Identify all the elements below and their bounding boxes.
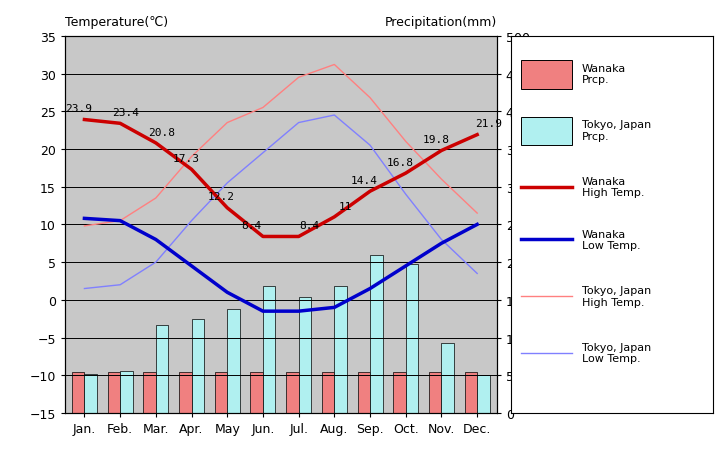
Bar: [251, 372, 263, 413]
Text: 21.9: 21.9: [474, 119, 502, 129]
Text: Tokyo, Japan
Prcp.: Tokyo, Japan Prcp.: [582, 120, 651, 141]
Text: Wanaka
Low Temp.: Wanaka Low Temp.: [582, 229, 640, 251]
Text: Temperature(℃): Temperature(℃): [65, 16, 168, 29]
Bar: [370, 255, 382, 413]
Bar: [322, 372, 334, 413]
Bar: [358, 372, 370, 413]
Bar: [192, 319, 204, 413]
Text: 17.3: 17.3: [173, 154, 199, 164]
Text: 23.9: 23.9: [66, 104, 92, 114]
Bar: [477, 375, 490, 413]
Bar: [215, 372, 228, 413]
Bar: [143, 372, 156, 413]
Text: Tokyo, Japan
High Temp.: Tokyo, Japan High Temp.: [582, 285, 651, 307]
Text: 12.2: 12.2: [208, 192, 235, 202]
Text: Tokyo, Japan
Low Temp.: Tokyo, Japan Low Temp.: [582, 342, 651, 364]
Bar: [393, 372, 406, 413]
Text: Wanaka
High Temp.: Wanaka High Temp.: [582, 177, 644, 198]
Text: 23.4: 23.4: [112, 108, 139, 118]
Text: Wanaka
Prcp.: Wanaka Prcp.: [582, 64, 626, 85]
Bar: [228, 309, 240, 413]
Bar: [84, 374, 97, 413]
Bar: [299, 297, 311, 413]
Bar: [156, 325, 168, 413]
Bar: [334, 286, 347, 413]
Bar: [406, 264, 418, 413]
Text: 11: 11: [338, 201, 352, 211]
Bar: [441, 343, 454, 413]
FancyBboxPatch shape: [521, 118, 572, 146]
Bar: [120, 371, 132, 413]
Text: 8.4: 8.4: [242, 221, 262, 230]
Bar: [429, 372, 441, 413]
Bar: [263, 286, 276, 413]
Bar: [179, 372, 192, 413]
Text: 20.8: 20.8: [148, 127, 175, 137]
Text: 14.4: 14.4: [351, 175, 378, 185]
Text: 16.8: 16.8: [387, 157, 414, 168]
Bar: [108, 372, 120, 413]
Text: 19.8: 19.8: [423, 135, 449, 145]
Bar: [72, 372, 84, 413]
FancyBboxPatch shape: [521, 61, 572, 90]
Bar: [464, 372, 477, 413]
Text: 8.4: 8.4: [300, 221, 320, 230]
Bar: [286, 372, 299, 413]
Text: Precipitation(mm): Precipitation(mm): [384, 16, 497, 29]
